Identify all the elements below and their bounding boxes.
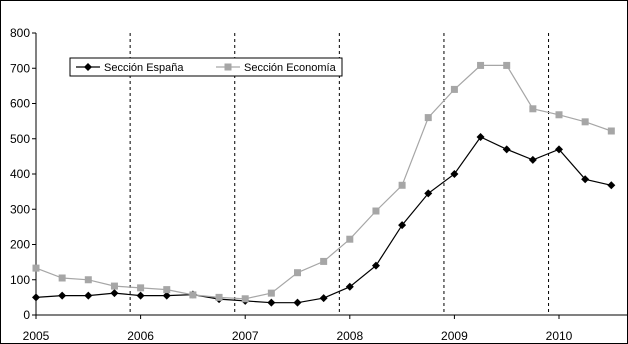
y-tick-label: 0	[23, 308, 30, 322]
data-point	[450, 85, 458, 93]
data-point	[84, 291, 93, 300]
data-point	[267, 289, 275, 297]
data-point	[32, 293, 40, 302]
data-point	[294, 269, 302, 277]
data-point	[477, 61, 485, 69]
x-tick-label: 2007	[232, 329, 259, 343]
y-tick-label: 700	[10, 61, 30, 75]
data-point	[372, 207, 380, 215]
data-point	[84, 276, 92, 284]
legend-label: Sección España	[104, 62, 184, 74]
data-point	[189, 291, 197, 299]
data-point	[110, 282, 118, 290]
legend-marker	[84, 63, 92, 71]
x-tick-label: 2006	[127, 329, 154, 343]
x-tick-label: 2008	[336, 329, 363, 343]
data-point	[293, 298, 302, 307]
x-tick-label: 2010	[546, 329, 573, 343]
data-point	[319, 294, 328, 303]
data-point	[58, 274, 66, 282]
y-tick-label: 300	[10, 202, 30, 216]
series-1	[32, 132, 616, 307]
y-tick-label: 800	[10, 26, 30, 40]
data-point	[607, 181, 616, 190]
data-point	[529, 105, 537, 113]
data-point	[346, 235, 354, 243]
data-point	[424, 114, 432, 122]
data-point	[424, 189, 433, 198]
data-point	[398, 181, 406, 189]
legend-marker	[224, 63, 232, 71]
data-point	[110, 289, 119, 298]
legend-box	[69, 57, 343, 77]
y-tick-label: 100	[10, 273, 30, 287]
data-point	[528, 155, 537, 164]
data-point	[137, 284, 145, 292]
y-tick-label: 500	[10, 132, 30, 146]
legend-label: Sección Economía	[244, 62, 337, 74]
data-point	[32, 264, 40, 272]
series-2	[32, 61, 615, 303]
data-point	[345, 282, 354, 291]
y-tick-label: 200	[10, 238, 30, 252]
data-point	[607, 127, 615, 135]
data-point	[241, 295, 249, 303]
data-point	[555, 145, 564, 154]
data-point	[163, 286, 171, 294]
series-line	[35, 136, 612, 304]
data-point	[450, 170, 459, 178]
data-point	[320, 257, 328, 265]
data-point	[267, 298, 276, 307]
data-point	[581, 118, 589, 126]
x-tick-label: 2009	[441, 329, 468, 343]
data-point	[555, 111, 563, 119]
data-point	[162, 291, 171, 300]
x-tick-label: 2005	[23, 329, 50, 343]
data-point	[503, 61, 511, 69]
data-point	[58, 291, 67, 300]
series-layer	[32, 61, 616, 307]
y-tick-label: 400	[10, 167, 30, 181]
data-point	[581, 175, 590, 184]
year-divider-lines	[129, 33, 550, 315]
data-point	[136, 291, 145, 300]
data-point	[398, 221, 407, 230]
data-point	[371, 261, 380, 270]
y-tick-label: 600	[10, 97, 30, 111]
data-point	[502, 145, 511, 154]
legend: Sección España Sección Economía	[69, 57, 343, 77]
data-point	[476, 132, 485, 141]
data-point	[215, 293, 223, 301]
